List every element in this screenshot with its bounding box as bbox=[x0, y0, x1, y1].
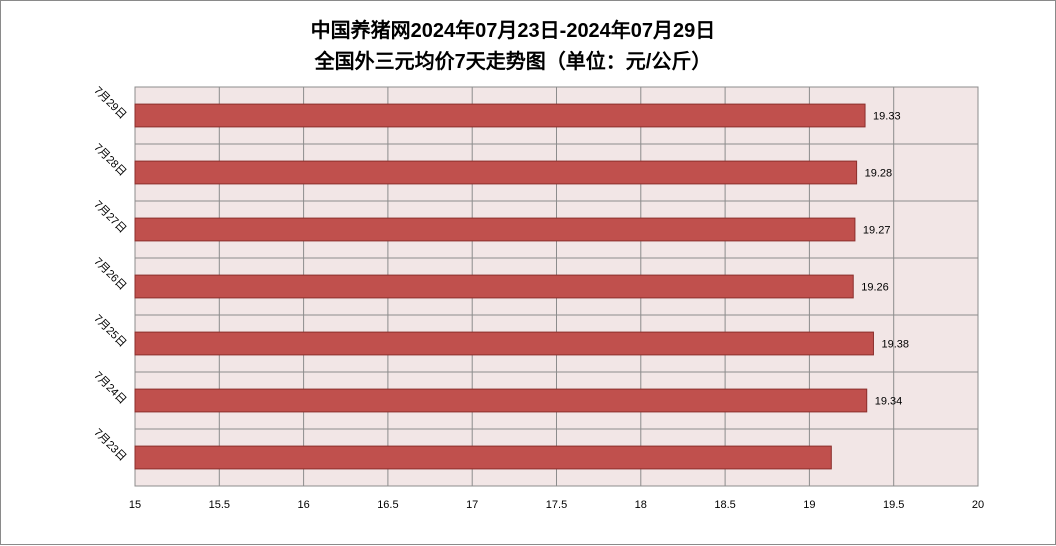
category-label: 7月24日 bbox=[91, 370, 128, 407]
bar bbox=[134, 445, 832, 470]
x-axis-ticks: 15 15.5 16 16.5 17 17.5 18 18.5 19 19.5 20 bbox=[129, 499, 984, 511]
x-tick-label: 20 bbox=[972, 499, 984, 511]
category-label: 7月25日 bbox=[91, 313, 128, 350]
x-tick-label: 18.5 bbox=[714, 499, 735, 511]
x-tick-label: 15.5 bbox=[209, 499, 230, 511]
y-axis-categories: 7月23日 7月24日 7月25日 7月26日 7月27日 7月28日 7月29日 bbox=[91, 85, 128, 464]
bar bbox=[134, 388, 868, 413]
data-label: 19.27 bbox=[863, 225, 891, 237]
data-label: 19.34 bbox=[875, 396, 903, 408]
chart-subtitle: 全国外三元均价7天走势图（单位：元/公斤） bbox=[314, 49, 712, 73]
bar bbox=[134, 103, 866, 128]
data-label-layer: 19.34 19.38 19.26 19.27 19.28 19.33 bbox=[861, 111, 909, 408]
category-label: 7月26日 bbox=[91, 256, 128, 293]
bar-layer bbox=[134, 103, 874, 470]
bar bbox=[134, 160, 858, 185]
data-label: 19.28 bbox=[865, 168, 893, 180]
grid-layer bbox=[134, 87, 979, 486]
chart-title: 中国养猪网2024年07月23日-2024年07月29日 bbox=[311, 18, 716, 42]
data-label: 19.26 bbox=[861, 282, 889, 294]
bar bbox=[134, 217, 856, 242]
x-tick-label: 17.5 bbox=[546, 499, 567, 511]
bar bbox=[134, 331, 874, 356]
x-tick-label: 18 bbox=[635, 499, 647, 511]
category-label: 7月23日 bbox=[91, 427, 128, 464]
data-label: 19.38 bbox=[881, 339, 909, 351]
data-label: 19.33 bbox=[873, 111, 901, 123]
x-tick-label: 19.5 bbox=[883, 499, 904, 511]
category-label: 7月28日 bbox=[91, 142, 128, 179]
x-tick-label: 19 bbox=[803, 499, 815, 511]
x-tick-label: 16.5 bbox=[377, 499, 398, 511]
bar bbox=[134, 274, 854, 299]
x-tick-label: 16 bbox=[297, 499, 309, 511]
category-label: 7月29日 bbox=[91, 85, 128, 122]
x-tick-label: 15 bbox=[129, 499, 141, 511]
x-tick-label: 17 bbox=[466, 499, 478, 511]
category-label: 7月27日 bbox=[91, 199, 128, 236]
